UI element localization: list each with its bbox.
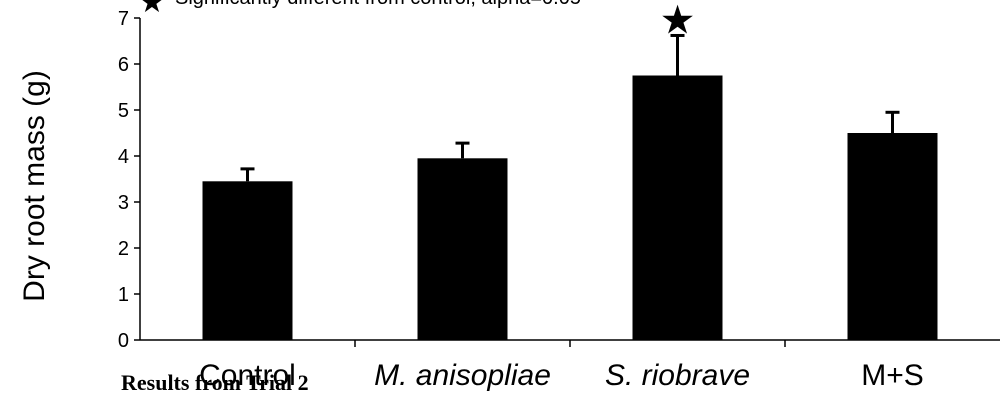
results-note: Results from Trial 2 [121,370,309,394]
x-axis [140,339,1000,347]
y-tick-label: 5 [118,100,129,122]
legend-star-icon: ★ [139,0,166,20]
x-tick-label: M+S [861,359,924,392]
y-tick-label: 7 [118,8,129,30]
x-tick-label: M. anisopliae [374,359,551,392]
y-tick-label: 3 [118,192,129,214]
significance-star-icon: ★ [660,0,696,43]
y-tick-label: 6 [118,54,129,76]
y-tick-label: 1 [118,284,129,306]
y-tick-label: 4 [118,146,129,168]
y-tick-label: 2 [118,238,129,260]
y-axis-label: Dry root mass (g) [18,70,51,302]
bars: ★ [202,0,938,340]
x-axis-labels: Control M. anisopliae S. riobrave M+S [199,359,924,392]
x-tick-label: Control [199,359,296,392]
bar [632,75,723,340]
y-axis: 0 1 2 3 4 5 6 7 [118,8,141,352]
bar [847,133,938,340]
bar [417,158,508,340]
legend-text: Significantly different from control, al… [175,0,581,9]
bar [202,181,293,340]
y-tick-label: 0 [118,330,129,352]
x-tick-label: S. riobrave [605,359,750,392]
